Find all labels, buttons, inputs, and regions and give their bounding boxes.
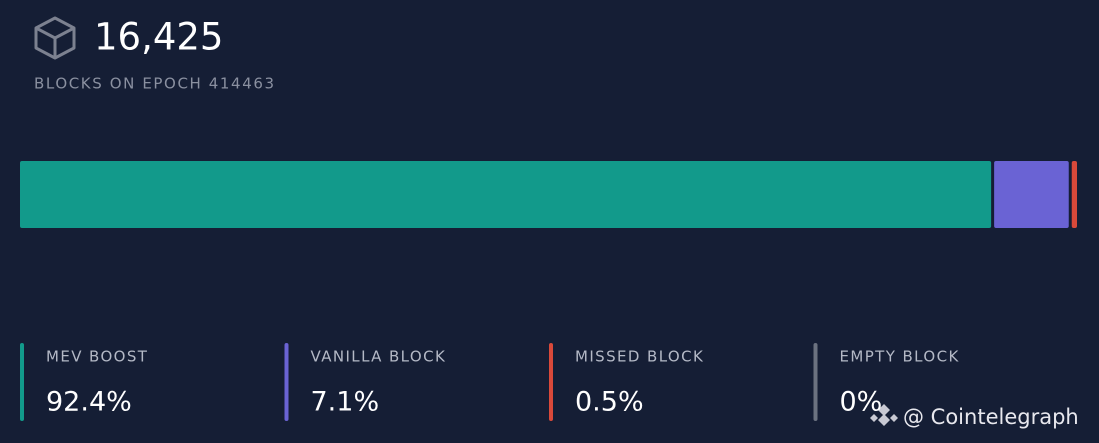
watermark: @ Cointelegraph	[870, 404, 1079, 429]
block-count: 16,425	[94, 16, 223, 59]
legend-value: 92.4%	[46, 387, 132, 418]
bar-segment	[1071, 161, 1077, 228]
legend-value: 7.1%	[311, 387, 380, 418]
bar-segment	[20, 161, 992, 228]
legend-value: 0.5%	[575, 387, 644, 418]
legend-swatch	[284, 343, 289, 421]
block-count-label: BLOCKS ON EPOCH 414463	[34, 75, 276, 93]
legend-swatch	[549, 343, 553, 421]
legend-name: EMPTY BLOCK	[840, 348, 960, 366]
legend-swatch	[20, 343, 24, 421]
legend-swatch	[813, 343, 818, 421]
legend-name: MISSED BLOCK	[575, 348, 704, 366]
watermark-text: @ Cointelegraph	[903, 405, 1079, 429]
legend-value: 0%	[840, 387, 883, 418]
legend-name: MEV BOOST	[46, 348, 148, 366]
bar-segment	[994, 161, 1069, 228]
cube-icon	[34, 16, 76, 60]
legend-name: VANILLA BLOCK	[311, 348, 447, 366]
